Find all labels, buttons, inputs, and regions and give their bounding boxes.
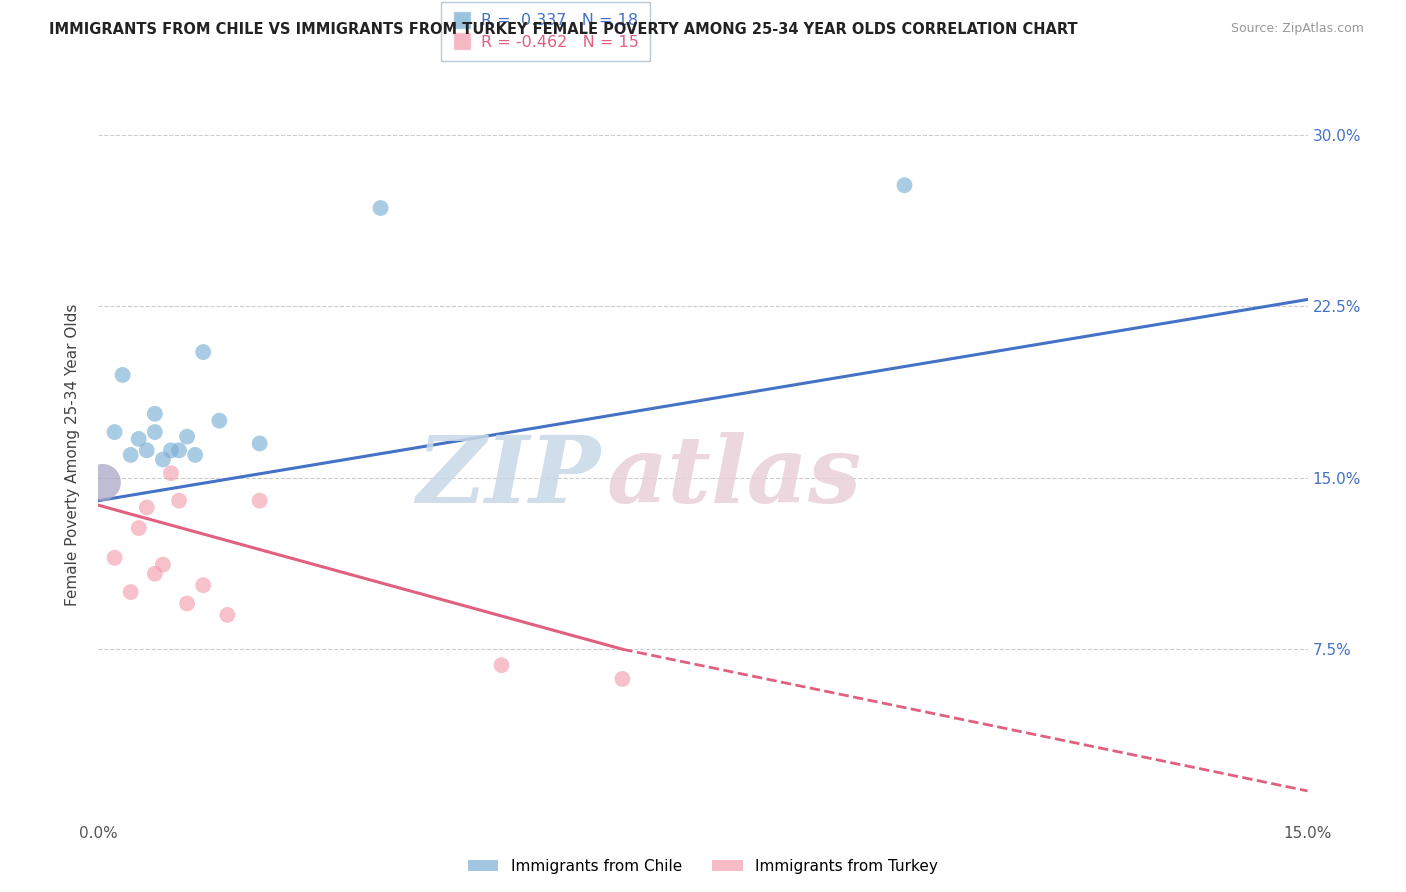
Text: atlas: atlas [606,432,862,522]
Point [152,452,174,467]
Point [91,475,114,490]
Point [152,558,174,572]
Point [167,493,190,508]
Point [193,578,215,592]
Point [893,178,915,193]
Point [208,414,231,428]
Text: ZIP: ZIP [416,432,600,522]
Point [120,448,142,462]
Point [184,448,207,462]
Point [128,432,150,446]
Point [249,493,271,508]
Point [143,566,166,581]
Point [135,443,157,458]
Point [160,443,183,458]
Point [120,585,142,599]
Point [143,407,166,421]
Y-axis label: Female Poverty Among 25-34 Year Olds: Female Poverty Among 25-34 Year Olds [65,304,80,606]
Point [370,201,392,215]
Point [103,550,125,565]
Legend: Immigrants from Chile, Immigrants from Turkey: Immigrants from Chile, Immigrants from T… [461,853,945,880]
Point [176,430,198,444]
Point [91,475,114,490]
Point [491,658,513,673]
Point [249,436,271,450]
Point [135,500,157,515]
Point [143,425,166,439]
Point [111,368,134,382]
Point [217,607,239,622]
Point [167,443,190,458]
Point [160,467,183,481]
Text: Source: ZipAtlas.com: Source: ZipAtlas.com [1230,22,1364,36]
Point [176,597,198,611]
Point [128,521,150,535]
Legend: R =  0.337   N = 18, R = -0.462   N = 15: R = 0.337 N = 18, R = -0.462 N = 15 [441,2,651,61]
Point [193,345,215,359]
Point [612,672,634,686]
Text: IMMIGRANTS FROM CHILE VS IMMIGRANTS FROM TURKEY FEMALE POVERTY AMONG 25-34 YEAR : IMMIGRANTS FROM CHILE VS IMMIGRANTS FROM… [49,22,1078,37]
Point [103,425,125,439]
